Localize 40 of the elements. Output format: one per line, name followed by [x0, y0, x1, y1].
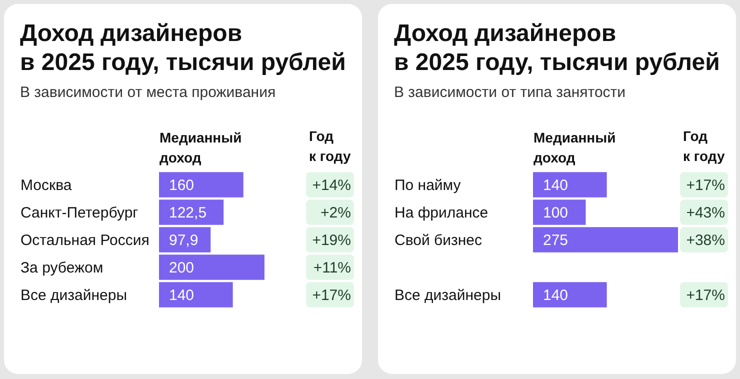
- data-label: 160: [169, 176, 194, 194]
- data-label: 122,5: [169, 204, 207, 222]
- y-tick-label: Москва: [20, 176, 72, 194]
- y-tick-label: Все дизайнеры: [20, 286, 127, 304]
- y-tick-label: По найму: [394, 176, 462, 194]
- chart-title: Доход дизайнеров в 2025 году, тысячи рублей: [20, 20, 346, 76]
- text: +17%: [686, 286, 725, 304]
- bar: [159, 172, 244, 198]
- data-label: 140: [543, 286, 568, 304]
- text: +17%: [312, 286, 351, 304]
- text: +38%: [686, 232, 725, 249]
- text: +19%: [312, 232, 351, 249]
- y2-axis-title: Год к году: [683, 128, 725, 164]
- text: +11%: [313, 259, 351, 276]
- bar: [159, 227, 211, 252]
- x-axis-title: Медианный доход: [534, 130, 616, 166]
- text: +43%: [686, 204, 725, 222]
- y-tick-label: Все дизайнеры: [394, 286, 501, 304]
- y2-axis-title: Год к году: [309, 128, 351, 164]
- chart-title: Доход дизайнеров в 2025 году, тысячи рублей: [394, 20, 720, 76]
- chart-subtitle: В зависимости от типа занятости: [394, 84, 626, 101]
- data-label: 97,9: [169, 232, 198, 249]
- data-label: 200: [169, 259, 194, 276]
- bar: [159, 282, 233, 308]
- x-axis-title: Медианный доход: [160, 130, 242, 166]
- data-label: 275: [543, 232, 568, 249]
- bar: [159, 254, 264, 280]
- chart-subtitle: В зависимости от места проживания: [20, 84, 276, 101]
- text: +14%: [312, 176, 351, 194]
- data-label: 140: [543, 176, 568, 194]
- bar: [159, 200, 224, 225]
- data-label: 140: [169, 286, 194, 304]
- data-label: 100: [543, 204, 568, 222]
- y-tick-label: Свой бизнес: [394, 232, 482, 249]
- text: +17%: [686, 176, 725, 194]
- y-tick-label: За рубежом: [20, 259, 104, 276]
- y-tick-label: Санкт-Петербург: [20, 204, 139, 222]
- y-tick-label: На фрилансе: [394, 204, 488, 222]
- text: +2%: [320, 204, 351, 222]
- y-tick-label: Остальная Россия: [20, 232, 150, 249]
